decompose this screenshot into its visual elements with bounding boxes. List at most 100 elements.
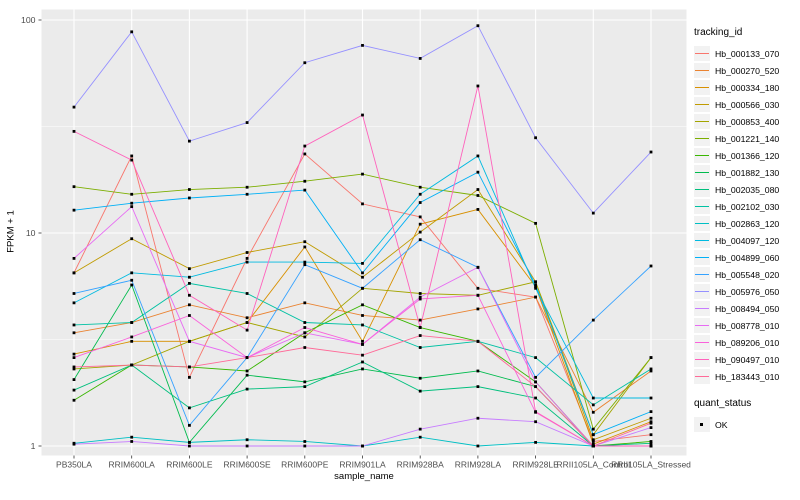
legend-item-label: OK [715,419,728,430]
data-point-Hb_090497_010 [188,293,191,297]
legend-key-line-icon [694,199,710,214]
data-point-Hb_090497_010 [534,410,537,414]
data-point-Hb_001366_120 [72,398,76,402]
data-point-Hb_183443_010 [534,385,537,389]
data-point-Hb_090497_010 [476,84,480,88]
data-point-Hb_005976_050 [591,211,595,215]
legend-key-line-icon [694,233,710,248]
data-point-Hb_089206_010 [303,326,307,329]
data-point-Hb_183443_010 [303,346,307,349]
legend-item-Hb_008778_010: Hb_008778_010 [694,317,798,334]
data-point-Hb_004097_120 [245,260,249,264]
data-point-Hb_000566_030 [130,237,134,241]
data-point-Hb_000566_030 [476,188,480,191]
data-point-Hb_000853_400 [72,367,76,371]
data-point-Hb_005976_050 [418,57,422,60]
data-point-Hb_001366_120 [361,303,364,307]
legend-key-line-icon [694,131,710,146]
data-point-Hb_002863_120 [303,440,307,443]
data-point-Hb_001882_130 [361,367,364,371]
x-tick-label: PB350LA [56,460,92,470]
data-point-Hb_000566_030 [245,251,249,254]
legend-key-line-icon [694,148,710,163]
data-point-Hb_000270_520 [303,301,307,305]
data-point-Hb_000566_030 [72,271,76,275]
data-point-Hb_002863_120 [130,435,134,439]
legend-item-label: Hb_004899_060 [715,252,780,263]
legend-key-line-icon [694,216,710,231]
legend-item-Hb_000853_400: Hb_000853_400 [694,113,798,130]
data-point-Hb_002102_030 [130,321,134,324]
data-point-Hb_000133_070 [188,375,191,379]
x-tick-label: RRII105LA_Control [556,460,630,470]
x-tick-label: RRIM600LA [109,460,156,470]
data-point-Hb_001221_140 [188,188,191,191]
x-tick-label: RRII105LA_Stressed [611,460,691,470]
data-point-Hb_008494_050 [72,442,76,446]
data-point-Hb_005976_050 [649,150,653,154]
data-point-Hb_000270_520 [361,314,364,317]
x-axis-title: sample_name [334,471,394,482]
data-point-Hb_000270_520 [245,316,249,320]
data-point-Hb_000270_520 [72,331,76,335]
data-point-Hb_005548_020 [130,278,134,282]
legend-key-line-icon [694,267,710,282]
data-point-Hb_004899_060 [188,196,191,200]
data-point-Hb_000133_070 [245,256,249,260]
data-point-Hb_005976_050 [130,30,134,34]
data-point-Hb_004899_060 [130,201,134,205]
data-point-Hb_002102_030 [188,281,191,285]
data-point-Hb_004097_120 [476,154,480,158]
data-point-Hb_089206_010 [476,293,480,297]
legend-item-label: Hb_000566_030 [715,99,780,110]
data-point-Hb_001366_120 [245,369,249,373]
data-point-Hb_008778_010 [476,265,480,269]
legend-item-Hb_000270_520: Hb_000270_520 [694,62,798,79]
legend-item-label: Hb_000133_070 [715,48,780,59]
data-point-Hb_001882_130 [130,283,134,287]
legend-key-line-icon [694,46,710,61]
legend-item-label: Hb_002863_120 [715,218,780,229]
data-point-Hb_005548_020 [72,292,76,295]
legend-item-label: Hb_008778_010 [715,320,780,331]
legend-key-line-icon [694,352,710,367]
legend-item-Hb_000133_070: Hb_000133_070 [694,45,798,62]
legend-item-label: Hb_001221_140 [715,133,780,144]
data-point-Hb_089206_010 [418,297,422,301]
data-point-Hb_004097_120 [534,286,537,290]
legend-items: Hb_000133_070 Hb_000270_520 Hb_000334_180 H… [694,45,798,385]
data-point-Hb_004899_060 [303,188,307,192]
x-tick-label: RRIM600SE [223,460,271,470]
data-point-Hb_005976_050 [303,61,307,65]
data-point-Hb_000133_070 [303,152,307,156]
legend-title-tracking-id: tracking_id [694,27,743,38]
legend-item-Hb_005548_020: Hb_005548_020 [694,266,798,283]
legend-key-line-icon [694,301,710,316]
data-point-Hb_000853_400 [534,280,537,284]
legend-key-line-icon [694,335,710,350]
data-point-Hb_005548_020 [188,423,191,427]
data-point-Hb_000334_180 [418,222,422,226]
data-point-Hb_001221_140 [534,221,537,225]
data-point-Hb_002863_120 [245,438,249,442]
legend-key-line-icon [694,318,710,333]
data-point-Hb_001882_130 [72,378,76,381]
data-point-Hb_005548_020 [303,263,307,267]
data-point-Hb_183443_010 [649,421,653,425]
data-point-Hb_183443_010 [591,444,595,448]
data-point-Hb_090497_010 [303,144,307,148]
data-point-Hb_002035_080 [418,389,422,393]
data-point-Hb_000566_030 [361,275,364,279]
data-point-Hb_001221_140 [591,427,595,431]
legend-item-quant-ok: OK [694,416,798,433]
x-tick-label: RRIM928LA [455,460,502,470]
legend: tracking_id Hb_000133_070 Hb_000270_520 Hb… [694,27,798,433]
data-point-Hb_002102_030 [534,356,537,360]
data-point-Hb_090497_010 [130,158,134,162]
quant-ok-square-icon [694,417,710,432]
data-point-Hb_000270_520 [188,303,191,307]
data-point-Hb_183443_010 [361,353,364,357]
data-point-Hb_090497_010 [245,328,249,332]
data-point-Hb_005976_050 [534,136,537,140]
y-axis-title: FPKM + 1 [5,210,17,253]
